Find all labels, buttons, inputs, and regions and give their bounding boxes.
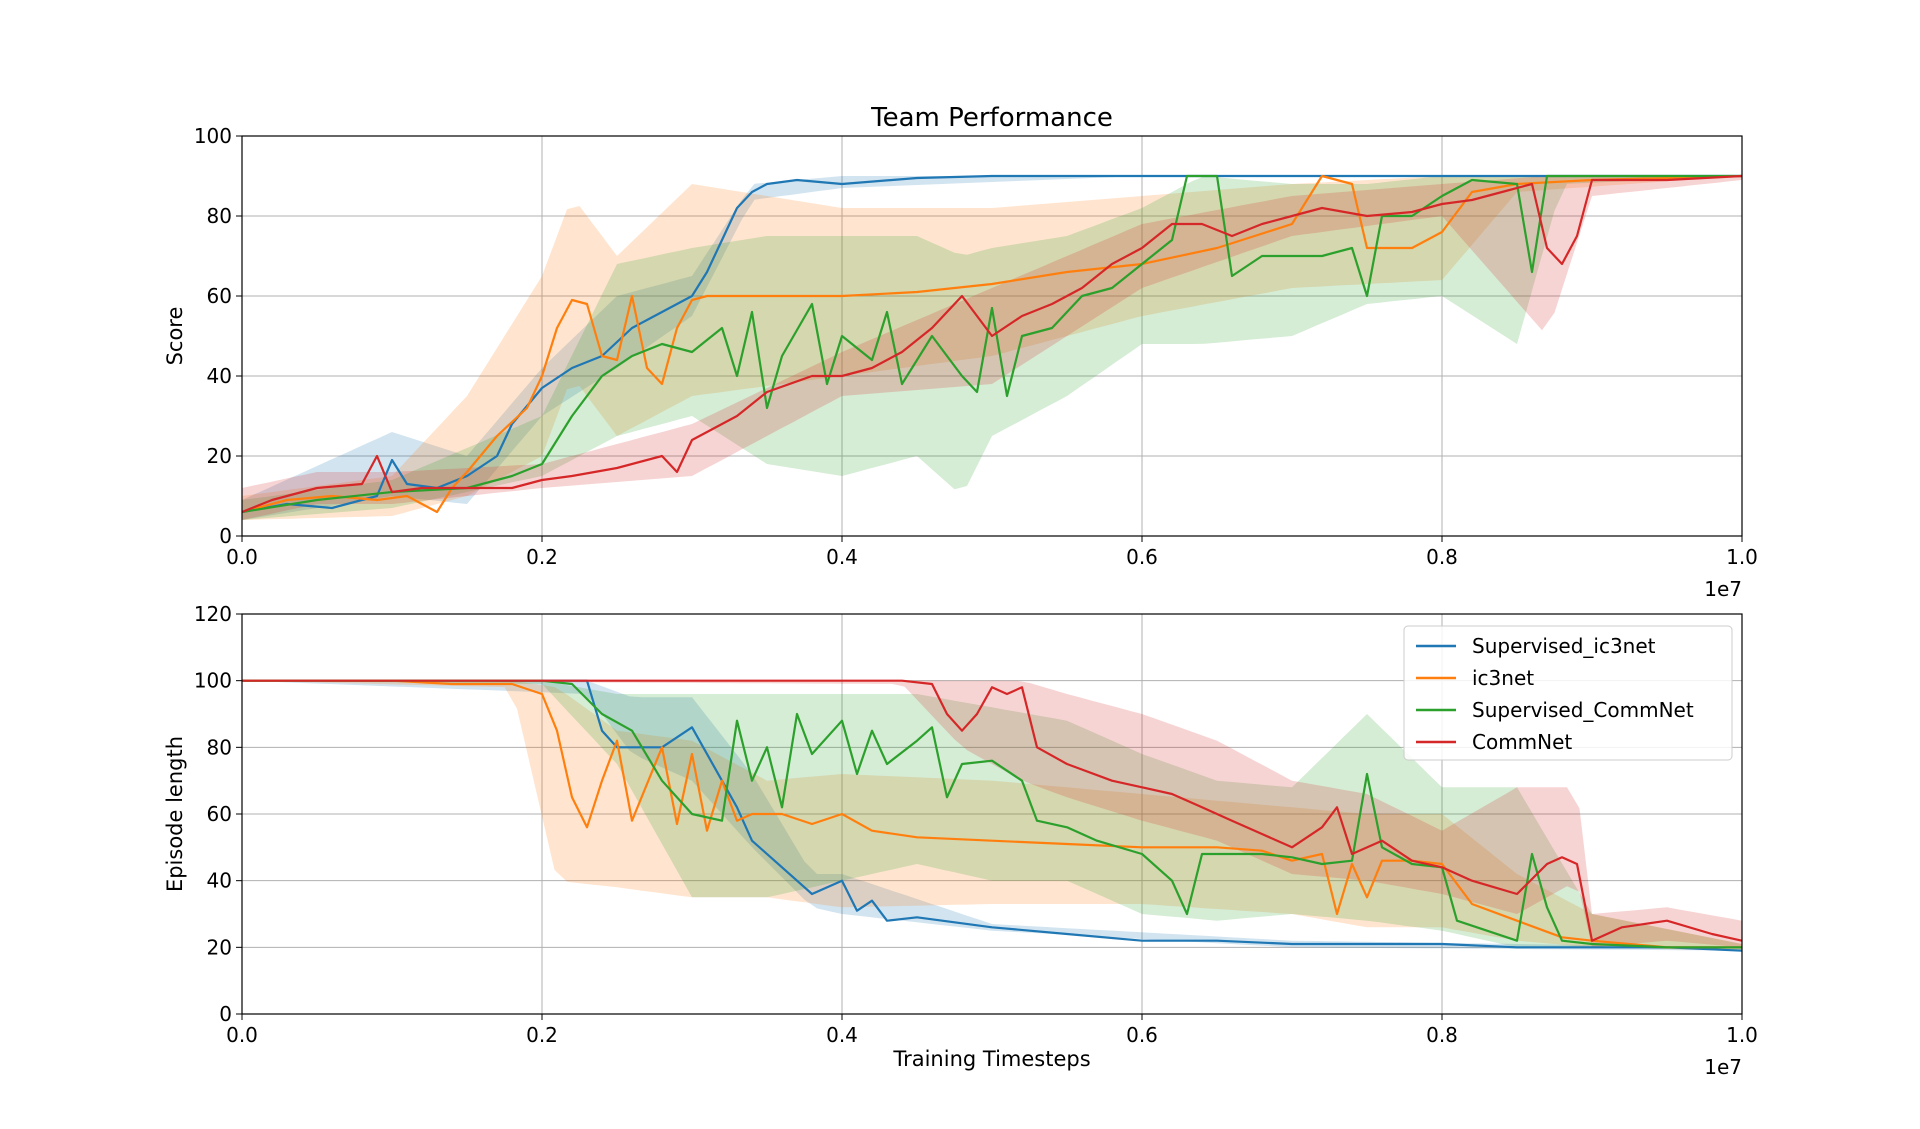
- team-performance-panel: 0.0 0.2 0.4 0.6 0.8 1.0 0 20 40 60 80 100 1e7 Team Pe…: [163, 103, 1758, 601]
- y-axis-label: Score: [163, 307, 187, 366]
- x-tick-label: 0.0: [226, 545, 258, 569]
- y-tick-label: 40: [207, 364, 232, 388]
- x-tick-label: 1.0: [1726, 545, 1758, 569]
- x-tick-label: 0.0: [226, 1023, 258, 1047]
- band-commnet: [242, 176, 1742, 520]
- legend-label-supervised-commnet: Supervised_CommNet: [1472, 698, 1694, 722]
- x-tick-label: 0.4: [826, 545, 858, 569]
- episode-length-panel: 0.0 0.2 0.4 0.6 0.8 1.0 0 20 40 60 80 100 120 1e7 Epis…: [163, 602, 1758, 1079]
- y-tick-label: 80: [207, 204, 232, 228]
- legend-label-ic3net: ic3net: [1472, 666, 1534, 690]
- legend-label-commnet: CommNet: [1472, 730, 1572, 754]
- band-supervised-ic3net: [242, 176, 1742, 520]
- x-offset-label: 1e7: [1704, 577, 1742, 601]
- legend-label-supervised-ic3net: Supervised_ic3net: [1472, 634, 1656, 658]
- series-line-commnet: [242, 679, 1742, 942]
- series-line-supervised-commnet: [242, 679, 1742, 949]
- series-line-supervised-ic3net: [242, 174, 1742, 514]
- x-tick-label: 0.6: [1126, 545, 1158, 569]
- y-tick-label: 0: [219, 1002, 232, 1026]
- x-tick-label: 0.4: [826, 1023, 858, 1047]
- chart-title: Team Performance: [870, 103, 1113, 133]
- y-tick-label: 100: [194, 124, 232, 148]
- x-tick-label: 0.8: [1426, 1023, 1458, 1047]
- plot-area: [242, 679, 1742, 952]
- x-tick-label: 0.6: [1126, 1023, 1158, 1047]
- y-tick-label: 20: [207, 935, 232, 959]
- x-axis-label: Training Timesteps: [892, 1047, 1090, 1071]
- band-commnet: [242, 680, 1742, 948]
- y-tick-label: 40: [207, 869, 232, 893]
- y-tick-label: 60: [207, 802, 232, 826]
- y-tick-label: 60: [207, 284, 232, 308]
- legend-box: [1403, 625, 1733, 761]
- band-supervised-commnet: [242, 176, 1742, 520]
- band-ic3net: [242, 176, 1742, 520]
- x-offset-label: 1e7: [1704, 1055, 1742, 1079]
- x-tick-label: 0.2: [526, 1023, 558, 1047]
- plot-area: [242, 174, 1742, 520]
- x-tick-label: 0.2: [526, 545, 558, 569]
- x-tick-label: 0.8: [1426, 545, 1458, 569]
- series-line-ic3net: [242, 174, 1742, 514]
- y-tick-label: 20: [207, 444, 232, 468]
- legend: Supervised_ic3net ic3net Supervised_CommNe…: [1403, 625, 1733, 761]
- y-tick-label: 100: [194, 669, 232, 693]
- series-line-supervised-ic3net: [242, 679, 1742, 952]
- series-line-commnet: [242, 174, 1742, 514]
- y-tick-label: 0: [219, 524, 232, 548]
- series-line-supervised-commnet: [242, 174, 1742, 514]
- axes-frame: [241, 135, 1743, 537]
- x-tick-label: 1.0: [1726, 1023, 1758, 1047]
- y-axis-label: Episode length: [163, 736, 187, 892]
- y-tick-label: 80: [207, 735, 232, 759]
- y-tick-label: 120: [194, 602, 232, 626]
